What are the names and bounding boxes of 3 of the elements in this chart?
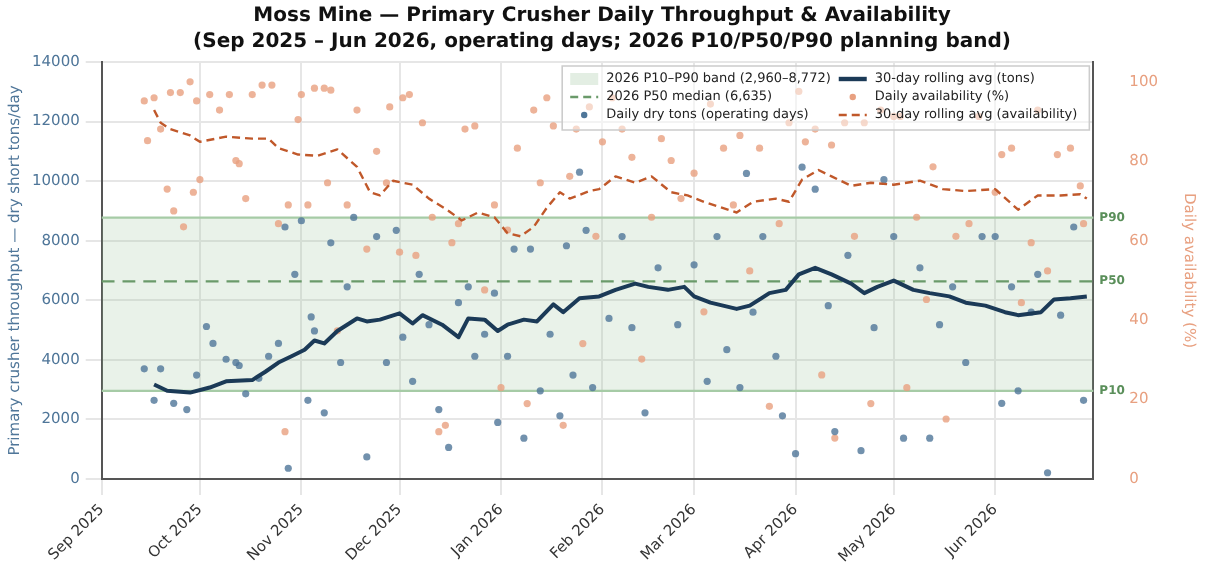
line-series [152,108,1089,238]
chart-subtitle: (Sep 2025 – Jun 2026, operating days; 2026 P10/P50/P90 planning band) [193,31,1011,54]
chart-title: Moss Mine — Primary Crusher Daily Throughput & Availability [253,5,952,28]
